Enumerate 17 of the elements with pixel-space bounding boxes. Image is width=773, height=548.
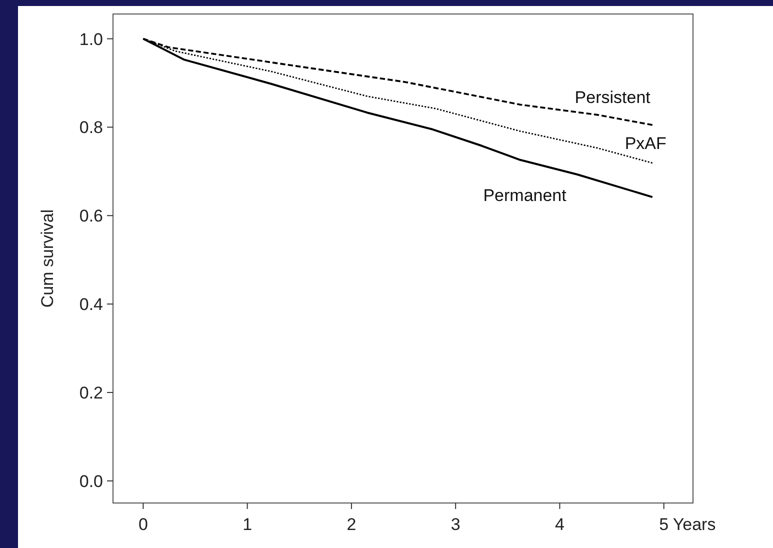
y-tick-label: 0.8 xyxy=(79,118,103,138)
y-tick-label: 1.0 xyxy=(79,30,103,49)
x-tick-label: 0 xyxy=(138,515,148,534)
x-tick-label: 3 xyxy=(450,515,460,534)
series-label: PxAF xyxy=(624,134,666,153)
x-tick-label: 5 xyxy=(659,515,669,534)
y-tick-label: 0.2 xyxy=(79,383,103,402)
y-tick-label: 0.6 xyxy=(79,206,103,226)
y-tick-label: 0.4 xyxy=(79,295,103,314)
y-axis-title: Cum survival xyxy=(38,209,57,308)
series-label: Permanent xyxy=(483,186,567,206)
y-tick-label: 0.0 xyxy=(79,472,103,491)
series-label: Persistent xyxy=(574,88,651,107)
x-tick-label: 4 xyxy=(554,515,564,534)
x-tick-label: 1 xyxy=(242,515,252,534)
x-axis-title: Years xyxy=(672,515,716,534)
x-tick-label: 2 xyxy=(346,515,356,534)
